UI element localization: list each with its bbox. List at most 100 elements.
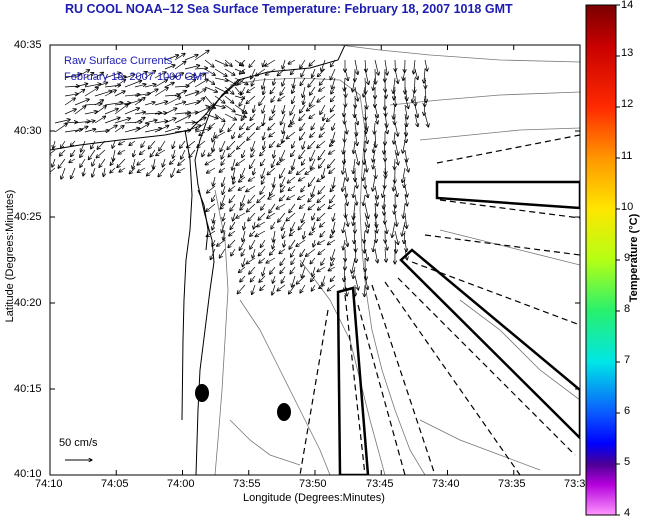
current-vector: [263, 131, 265, 140]
current-vector: [374, 113, 378, 124]
current-vector: [250, 275, 256, 282]
current-vector: [154, 126, 169, 133]
current-vector: [373, 77, 375, 90]
current-vector: [247, 203, 256, 212]
current-vector: [94, 106, 106, 115]
current-vector: [330, 104, 336, 112]
current-vector: [189, 149, 196, 157]
current-vector: [282, 221, 286, 230]
current-vector: [317, 203, 326, 210]
current-vector: [241, 194, 246, 206]
current-vector: [239, 176, 246, 182]
current-vector: [424, 68, 425, 83]
current-vector: [273, 275, 276, 283]
current-vector: [300, 203, 306, 208]
current-vector: [228, 239, 236, 248]
current-vector: [253, 104, 255, 113]
current-vector: [289, 284, 296, 294]
current-vector: [234, 86, 242, 95]
current-vector: [385, 221, 387, 234]
current-vector: [71, 167, 76, 179]
current-vector: [53, 140, 55, 149]
current-vector: [365, 266, 366, 280]
current-vector: [263, 86, 265, 95]
depth-contour: [419, 419, 541, 471]
current-vector: [124, 74, 135, 79]
current-vector: [363, 194, 365, 206]
current-vector: [289, 167, 296, 174]
current-vector: [80, 158, 86, 167]
current-vector: [217, 239, 226, 246]
current-vector: [292, 140, 296, 148]
current-vector: [345, 185, 347, 197]
current-vector: [150, 149, 156, 157]
current-vector: [425, 77, 426, 88]
current-vector: [291, 68, 296, 75]
current-vector: [74, 84, 88, 88]
current-vector: [194, 68, 208, 69]
current-vector: [321, 59, 326, 71]
current-vector: [174, 102, 186, 106]
current-vector: [330, 194, 336, 203]
current-vector: [199, 131, 206, 135]
current-vector: [269, 131, 276, 137]
current-vector: [251, 77, 256, 86]
current-vector: [246, 257, 256, 264]
current-vector: [364, 185, 368, 198]
current-vector: [328, 158, 336, 168]
current-vector: [302, 212, 306, 223]
current-vector: [232, 158, 236, 170]
current-vector: [184, 112, 198, 114]
current-vector: [290, 104, 296, 115]
current-vector: [214, 113, 225, 122]
land-area: [50, 45, 346, 475]
current-vector: [178, 158, 186, 165]
current-vector: [353, 158, 355, 174]
current-vector: [318, 248, 326, 255]
current-vector: [405, 113, 407, 127]
y-tick-label: 40:10: [14, 468, 42, 480]
current-vector: [194, 74, 205, 79]
current-vector: [300, 104, 306, 113]
current-vector: [365, 77, 366, 94]
colorbar-tick-label: 6: [624, 405, 631, 417]
current-vector: [148, 140, 156, 149]
current-vector: [309, 113, 316, 118]
current-vector: [259, 95, 266, 105]
current-vector: [414, 59, 416, 74]
current-vector: [252, 284, 256, 295]
current-vector: [134, 98, 145, 106]
current-vector: [333, 176, 335, 188]
current-vector: [281, 185, 286, 192]
current-vector: [291, 248, 296, 257]
current-vector: [298, 194, 306, 199]
current-vector: [242, 230, 246, 242]
current-vector: [297, 167, 306, 175]
current-vector: [394, 230, 398, 245]
current-vector: [374, 248, 378, 263]
current-vector: [404, 230, 405, 244]
current-vector: [317, 176, 326, 182]
current-vector: [221, 194, 226, 206]
current-vector: [355, 122, 357, 136]
current-vector: [260, 239, 266, 247]
current-vector: [329, 149, 336, 154]
current-vector: [280, 257, 286, 265]
current-vector: [212, 194, 216, 202]
current-vector: [364, 131, 368, 144]
current-vector: [263, 113, 265, 126]
current-vector: [313, 239, 315, 247]
current-vector: [207, 167, 216, 173]
current-vector: [104, 90, 116, 97]
current-vector: [94, 100, 104, 106]
current-vector: [222, 185, 225, 195]
current-vector: [328, 203, 336, 209]
depth-contour: [229, 419, 301, 466]
current-vector: [364, 212, 369, 228]
current-vector: [265, 68, 276, 75]
current-vector: [312, 68, 316, 77]
current-vector: [241, 167, 246, 178]
map-title: RU COOL NOAA–12 Sea Surface Temperature:…: [65, 2, 513, 16]
current-vector: [134, 117, 145, 124]
